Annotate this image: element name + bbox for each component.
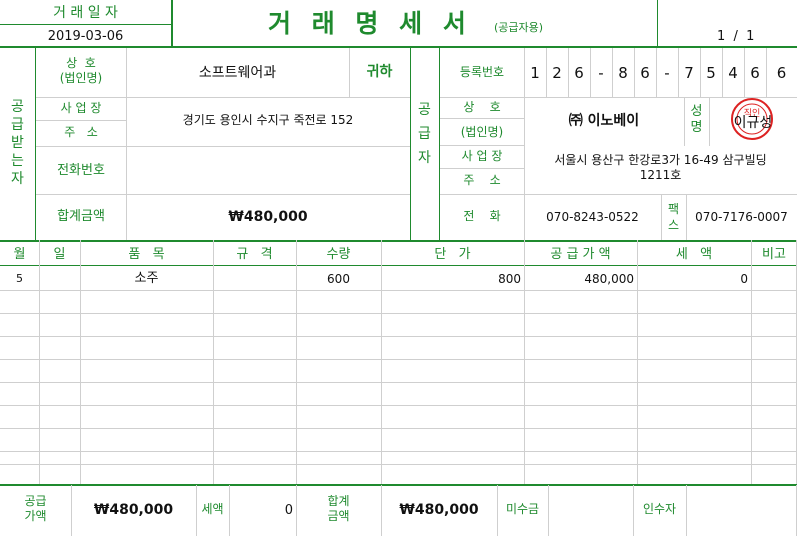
buyer-side-label: 공 급 받 는 자 <box>11 99 24 187</box>
reg-digit: 8 <box>618 64 628 82</box>
col-header-unit-price: 단 가 <box>434 247 471 262</box>
row-month: 5 <box>16 272 23 285</box>
buyer-total-value: ₩480,000 <box>228 209 308 225</box>
reg-digit: 6 <box>574 64 584 82</box>
col-header-day: 일 <box>53 247 66 262</box>
page-title: 거 래 명 세 서 <box>268 9 472 38</box>
reg-digit: 5 <box>706 64 716 82</box>
reg-digit: 7 <box>684 64 694 82</box>
buyer-address-value: 경기도 용인시 수지구 죽전로 152 <box>182 113 354 127</box>
row-item: 소주 <box>134 271 159 286</box>
supplier-phone-label: 전 화 <box>463 209 501 223</box>
svg-text:직인: 직인 <box>744 108 761 119</box>
reg-digit: 6 <box>750 64 760 82</box>
reg-digit: 1 <box>530 64 540 82</box>
supplier-phone-value: 070-8243-0522 <box>546 210 639 224</box>
col-header-supply: 공 급 가 액 <box>550 247 611 262</box>
supplier-fax-value: 070-7176-0007 <box>695 210 788 224</box>
supplier-side-label: 공 급 자 <box>418 102 431 166</box>
col-header-note: 비고 <box>762 247 786 262</box>
row-tax: 0 <box>740 272 748 286</box>
reg-digit: 6 <box>776 64 787 82</box>
footer-tax-label: 세액 <box>201 502 224 516</box>
supplier-reg-label: 등록번호 <box>459 65 505 79</box>
company-seal: 직인 <box>730 97 774 141</box>
col-header-month: 월 <box>13 247 26 262</box>
reg-digit: - <box>598 64 604 82</box>
buyer-phone-label: 전화번호 <box>57 163 105 178</box>
col-header-spec: 규 격 <box>236 247 273 262</box>
reg-digit: 2 <box>552 64 562 82</box>
page-subtitle: (공급자용) <box>494 21 544 34</box>
page-number: 1 / 1 <box>717 29 755 44</box>
header-frame <box>0 0 797 48</box>
supplier-address-label: 사 업 장 <box>461 149 503 163</box>
row-unit-price: 800 <box>498 272 521 286</box>
date-label: 거 래 일 자 <box>53 5 118 21</box>
supplier-address-label-sub: 주 소 <box>463 173 501 187</box>
footer-unpaid-label: 미수금 <box>505 502 540 516</box>
col-header-qty: 수량 <box>326 247 351 262</box>
supplier-name-label-sub: (법인명) <box>460 125 504 139</box>
footer-receiver-label: 인수자 <box>642 502 677 516</box>
footer-total-label: 합계 금액 <box>327 494 350 523</box>
supplier-fax-label: 팩 스 <box>667 202 680 232</box>
supplier-name-label: 상 호 <box>463 100 501 114</box>
buyer-total-label: 합계금액 <box>57 209 105 224</box>
reg-digit: - <box>664 64 670 82</box>
buyer-address-label-sub: 주 소 <box>64 125 98 139</box>
buyer-name-label-sub: (법인명) <box>59 71 103 85</box>
supplier-address-value: 서울시 용산구 한강로3가 16-49 삼구빌딩 <box>554 153 767 167</box>
reg-digit: 6 <box>640 64 650 82</box>
buyer-address-label: 사 업 장 <box>60 101 102 115</box>
supplier-rep-value: 이규성 <box>733 115 773 131</box>
col-header-tax: 세 액 <box>675 247 713 262</box>
buyer-name-value: 소프트웨어과 <box>198 65 277 81</box>
supplier-rep-label: 성 명 <box>690 104 703 135</box>
buyer-honorific: 귀하 <box>366 64 393 80</box>
col-header-item: 품 목 <box>128 247 165 262</box>
footer-supply-label: 공급 가액 <box>24 494 47 523</box>
row-qty: 600 <box>327 272 350 286</box>
footer-total-value: ₩480,000 <box>399 502 479 518</box>
supplier-name-value: ㈜ 이노베이 <box>568 113 640 129</box>
footer-tax-value: 0 <box>284 503 293 518</box>
row-supply: 480,000 <box>584 272 634 286</box>
buyer-name-label: 상 호 <box>66 56 96 70</box>
supplier-address-value-2: 1211호 <box>639 168 682 182</box>
footer-supply-value: ₩480,000 <box>93 502 174 518</box>
date-value: 2019-03-06 <box>47 29 124 44</box>
reg-digit: 4 <box>728 64 738 82</box>
